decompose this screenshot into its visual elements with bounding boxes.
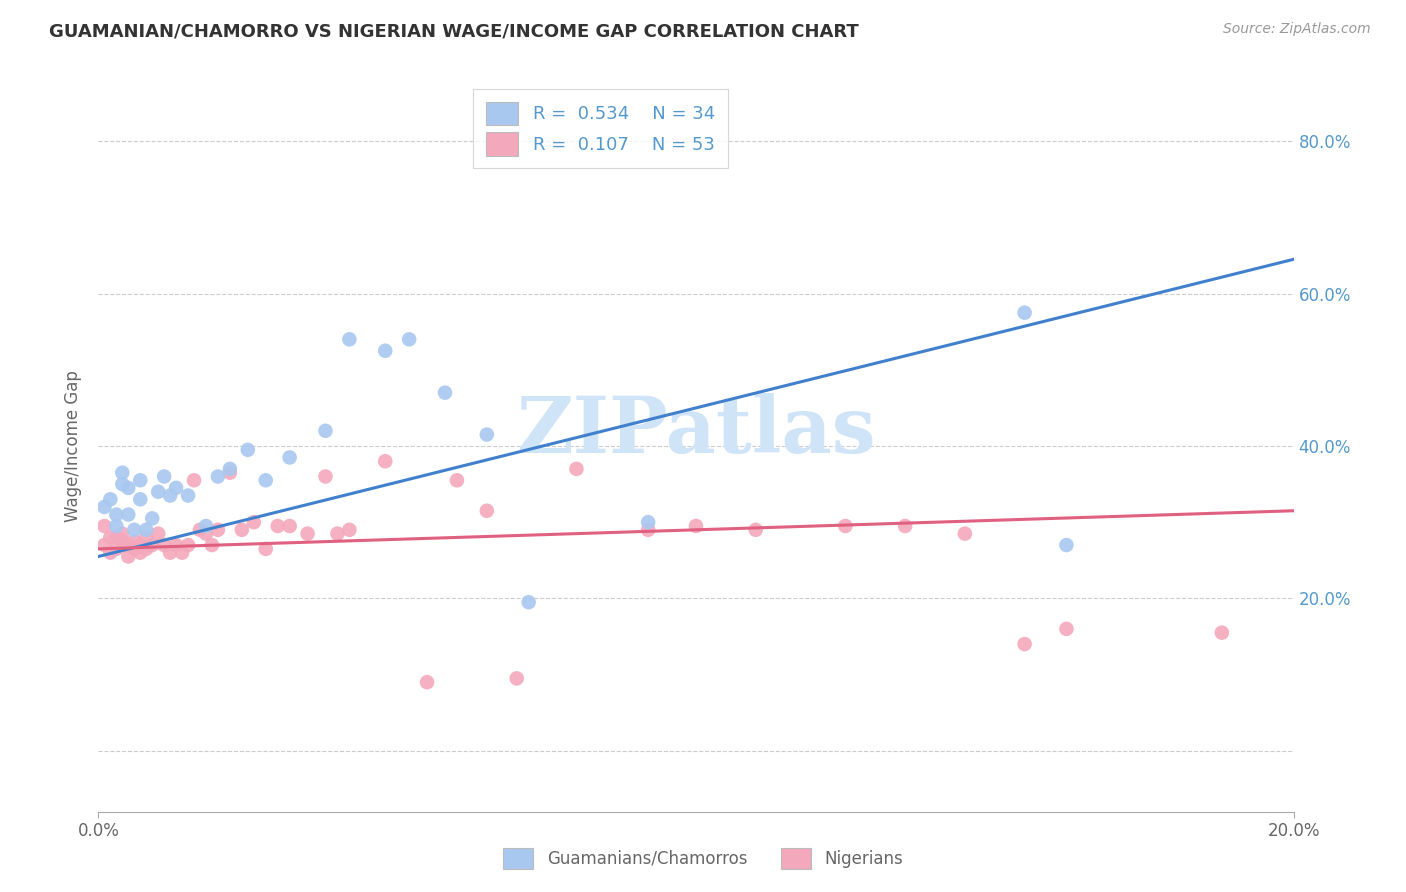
Point — [315, 469, 337, 483]
Point — [135, 523, 157, 537]
Point — [207, 469, 229, 483]
Text: Source: ZipAtlas.com: Source: ZipAtlas.com — [1223, 22, 1371, 37]
Point — [105, 541, 128, 556]
Point — [231, 523, 253, 537]
Point — [177, 538, 200, 552]
Point — [111, 534, 134, 549]
Point — [745, 523, 768, 537]
Point — [953, 526, 976, 541]
Point — [315, 424, 337, 438]
Point — [565, 462, 588, 476]
Point — [1014, 306, 1036, 320]
Point — [105, 519, 128, 533]
Point — [111, 477, 134, 491]
Text: ZIPatlas: ZIPatlas — [516, 393, 876, 469]
Point — [93, 500, 115, 514]
Point — [148, 526, 170, 541]
Point — [475, 504, 498, 518]
Point — [98, 492, 122, 507]
Point — [129, 473, 152, 487]
Point — [124, 523, 146, 537]
Point — [129, 492, 152, 507]
Point — [93, 519, 115, 533]
Legend: R =  0.534    N = 34, R =  0.107    N = 53: R = 0.534 N = 34, R = 0.107 N = 53 — [474, 89, 727, 169]
Text: GUAMANIAN/CHAMORRO VS NIGERIAN WAGE/INCOME GAP CORRELATION CHART: GUAMANIAN/CHAMORRO VS NIGERIAN WAGE/INCO… — [49, 22, 859, 40]
Point — [188, 523, 211, 537]
Point — [165, 481, 187, 495]
Point — [98, 530, 122, 544]
Point — [165, 538, 187, 552]
Point — [93, 538, 115, 552]
Point — [141, 511, 163, 525]
Point — [506, 672, 529, 686]
Point — [111, 526, 134, 541]
Point — [236, 442, 259, 457]
Point — [98, 546, 122, 560]
Point — [475, 427, 498, 442]
Point — [135, 530, 157, 544]
Point — [267, 519, 290, 533]
Point — [1056, 538, 1078, 552]
Point — [111, 466, 134, 480]
Point — [637, 523, 659, 537]
Point — [201, 538, 224, 552]
Point — [129, 546, 152, 560]
Legend: Guamanians/Chamorros, Nigerians: Guamanians/Chamorros, Nigerians — [494, 838, 912, 880]
Point — [278, 519, 301, 533]
Point — [159, 546, 181, 560]
Point — [141, 538, 163, 552]
Point — [135, 541, 157, 556]
Point — [326, 526, 349, 541]
Point — [517, 595, 540, 609]
Point — [183, 473, 205, 487]
Point — [177, 489, 200, 503]
Point — [172, 546, 194, 560]
Point — [339, 523, 361, 537]
Point — [1014, 637, 1036, 651]
Point — [159, 489, 181, 503]
Point — [105, 508, 128, 522]
Point — [1211, 625, 1233, 640]
Point — [834, 519, 856, 533]
Point — [243, 515, 266, 529]
Point — [129, 538, 152, 552]
Point — [153, 469, 176, 483]
Y-axis label: Wage/Income Gap: Wage/Income Gap — [65, 370, 83, 522]
Point — [416, 675, 439, 690]
Point — [685, 519, 707, 533]
Point — [398, 332, 420, 346]
Point — [446, 473, 468, 487]
Point — [219, 462, 242, 476]
Point — [254, 473, 277, 487]
Point — [374, 454, 396, 468]
Point — [219, 466, 242, 480]
Point — [195, 519, 218, 533]
Point — [339, 332, 361, 346]
Point — [254, 541, 277, 556]
Point — [105, 530, 128, 544]
Point — [894, 519, 917, 533]
Point — [297, 526, 319, 541]
Point — [1056, 622, 1078, 636]
Point — [434, 385, 457, 400]
Point — [124, 534, 146, 549]
Point — [117, 508, 139, 522]
Point — [374, 343, 396, 358]
Point — [278, 450, 301, 465]
Point — [117, 538, 139, 552]
Point — [153, 538, 176, 552]
Point — [637, 515, 659, 529]
Point — [195, 526, 218, 541]
Point — [117, 549, 139, 564]
Point — [148, 484, 170, 499]
Point — [124, 541, 146, 556]
Point — [207, 523, 229, 537]
Point — [117, 481, 139, 495]
